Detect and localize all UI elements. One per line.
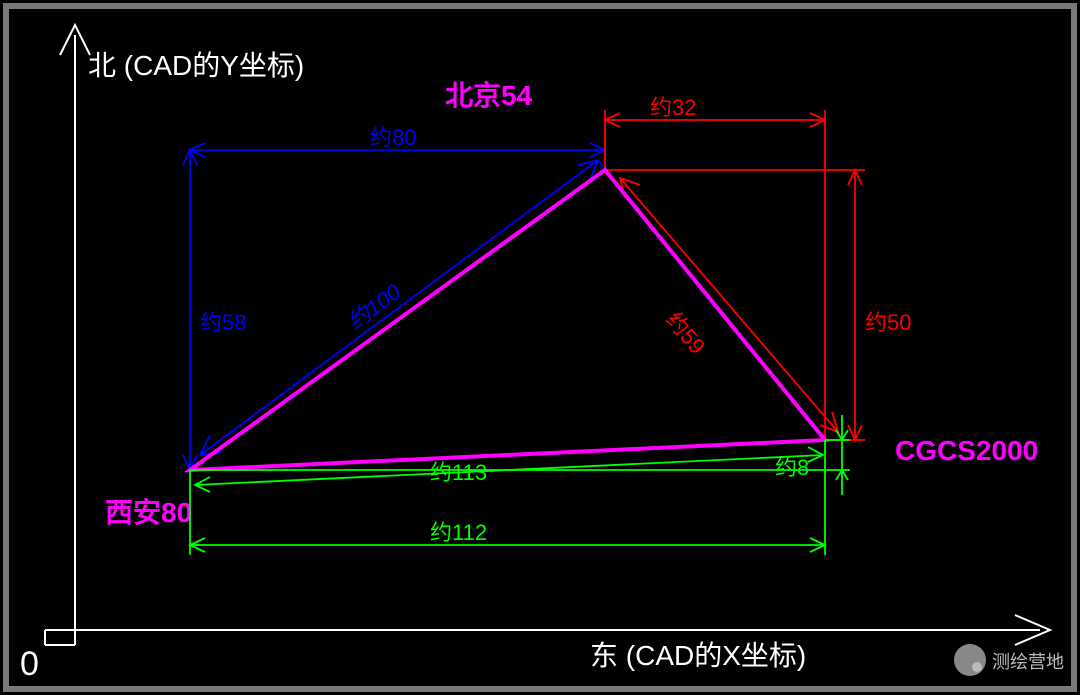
x-axis-label: 东 (CAD的X坐标) [590,640,806,671]
dim-59: 约59 [661,307,710,359]
origin-label: 0 [20,645,39,683]
dims-red [605,110,865,440]
dim-8: 约8 [775,455,809,480]
vertex-cgcs2000: CGCS2000 [895,435,1038,466]
dims-blue [183,143,612,470]
dim-112: 约112 [430,520,487,545]
dim-50: 约50 [865,310,911,335]
diagram-canvas: 北 (CAD的Y坐标) 东 (CAD的X坐标) 0 约80 约58 约100 [0,0,1080,695]
y-axis-label: 北 (CAD的Y坐标) [88,50,304,81]
dim-58: 约58 [200,310,246,335]
vertex-beijing54: 北京54 [445,79,533,111]
watermark-text: 测绘营地 [992,652,1064,672]
dim-113: 约113 [430,460,487,485]
frame-border [6,6,1074,689]
dim-32: 约32 [650,95,696,120]
vertex-xian80: 西安80 [105,497,192,528]
triangle [190,170,825,470]
dims-green [190,415,850,555]
axes [45,25,1050,645]
dim-80: 约80 [370,125,416,150]
watermark: 测绘营地 [954,644,1064,676]
